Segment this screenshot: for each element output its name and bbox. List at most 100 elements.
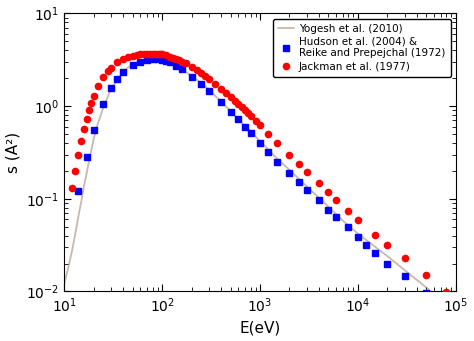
Hudson et al. (2004) &
Reike and Prepejchal (1972)	[155, 57, 160, 61]
Jackman et al. (1977)	[167, 55, 173, 59]
Hudson et al. (2004) &
Reike and Prepejchal (1972)	[316, 198, 322, 203]
Yogesh et al. (2010)	[137, 59, 143, 63]
Hudson et al. (2004) &
Reike and Prepejchal (1972)	[236, 117, 241, 121]
Jackman et al. (1977)	[265, 132, 271, 136]
Yogesh et al. (2010)	[326, 205, 331, 209]
Yogesh et al. (2010)	[155, 57, 160, 61]
Yogesh et al. (2010)	[61, 282, 67, 286]
Hudson et al. (2004) &
Reike and Prepejchal (1972)	[296, 180, 302, 184]
Hudson et al. (2004) &
Reike and Prepejchal (1972)	[108, 86, 114, 90]
Yogesh et al. (2010)	[167, 60, 173, 64]
Hudson et al. (2004) &
Reike and Prepejchal (1972)	[91, 128, 97, 132]
Yogesh et al. (2010)	[76, 214, 82, 218]
Yogesh et al. (2010)	[120, 70, 126, 74]
Jackman et al. (1977)	[453, 299, 459, 303]
Jackman et al. (1977)	[100, 75, 106, 79]
Yogesh et al. (2010)	[242, 124, 248, 128]
Yogesh et al. (2010)	[86, 158, 92, 162]
Yogesh et al. (2010)	[84, 171, 90, 175]
Hudson et al. (2004) &
Reike and Prepejchal (1972)	[189, 75, 194, 79]
Hudson et al. (2004) &
Reike and Prepejchal (1972)	[179, 67, 185, 71]
Yogesh et al. (2010)	[73, 232, 78, 236]
Hudson et al. (2004) &
Reike and Prepejchal (1972)	[247, 131, 253, 135]
Hudson et al. (2004) &
Reike and Prepejchal (1972)	[137, 60, 143, 64]
Yogesh et al. (2010)	[218, 100, 224, 104]
Hudson et al. (2004) &
Reike and Prepejchal (1972)	[115, 77, 120, 81]
Line: Hudson et al. (2004) &
Reike and Prepejchal (1972): Hudson et al. (2004) & Reike and Prepejc…	[75, 56, 459, 318]
Yogesh et al. (2010)	[89, 147, 94, 151]
Yogesh et al. (2010)	[257, 139, 263, 143]
Yogesh et al. (2010)	[69, 249, 75, 253]
Hudson et al. (2004) &
Reike and Prepejchal (1972)	[198, 82, 204, 86]
Y-axis label: s (A²): s (A²)	[6, 132, 20, 173]
Hudson et al. (2004) &
Reike and Prepejchal (1972)	[218, 100, 224, 104]
Hudson et al. (2004) &
Reike and Prepejchal (1972)	[287, 171, 292, 175]
Yogesh et al. (2010)	[105, 94, 111, 98]
Hudson et al. (2004) &
Reike and Prepejchal (1972)	[150, 57, 155, 61]
Hudson et al. (2004) &
Reike and Prepejchal (1972)	[274, 160, 280, 164]
Hudson et al. (2004) &
Reike and Prepejchal (1972)	[384, 262, 390, 266]
Yogesh et al. (2010)	[125, 65, 131, 70]
Yogesh et al. (2010)	[100, 106, 106, 110]
Hudson et al. (2004) &
Reike and Prepejchal (1972)	[206, 89, 211, 93]
Hudson et al. (2004) &
Reike and Prepejchal (1972)	[167, 60, 173, 64]
Yogesh et al. (2010)	[423, 285, 429, 290]
Yogesh et al. (2010)	[95, 122, 100, 126]
Yogesh et al. (2010)	[150, 57, 155, 61]
Yogesh et al. (2010)	[176, 65, 182, 70]
Hudson et al. (2004) &
Reike and Prepejchal (1972)	[326, 208, 331, 212]
Yogesh et al. (2010)	[144, 57, 150, 61]
Yogesh et al. (2010)	[91, 137, 97, 141]
Hudson et al. (2004) &
Reike and Prepejchal (1972)	[402, 275, 408, 279]
Hudson et al. (2004) &
Reike and Prepejchal (1972)	[423, 292, 429, 296]
Jackman et al. (1977)	[176, 58, 182, 62]
Hudson et al. (2004) &
Reike and Prepejchal (1972)	[363, 242, 368, 247]
Yogesh et al. (2010)	[355, 232, 361, 236]
Yogesh et al. (2010)	[189, 74, 194, 78]
Yogesh et al. (2010)	[340, 219, 346, 223]
Yogesh et al. (2010)	[384, 254, 390, 258]
Hudson et al. (2004) &
Reike and Prepejchal (1972)	[346, 225, 351, 229]
Jackman et al. (1977)	[69, 186, 75, 190]
Yogesh et al. (2010)	[206, 88, 211, 92]
Yogesh et al. (2010)	[287, 168, 292, 172]
Line: Yogesh et al. (2010): Yogesh et al. (2010)	[64, 59, 456, 312]
Yogesh et al. (2010)	[159, 58, 165, 62]
Hudson et al. (2004) &
Reike and Prepejchal (1972)	[355, 235, 361, 239]
Yogesh et al. (2010)	[228, 109, 233, 113]
Line: Jackman et al. (1977): Jackman et al. (1977)	[69, 50, 459, 305]
Hudson et al. (2004) &
Reike and Prepejchal (1972)	[257, 141, 263, 145]
Hudson et al. (2004) &
Reike and Prepejchal (1972)	[453, 313, 459, 317]
X-axis label: E(eV): E(eV)	[239, 321, 281, 336]
Hudson et al. (2004) &
Reike and Prepejchal (1972)	[76, 189, 82, 193]
Jackman et al. (1977)	[91, 94, 97, 98]
Hudson et al. (2004) &
Reike and Prepejchal (1972)	[163, 59, 169, 63]
Hudson et al. (2004) &
Reike and Prepejchal (1972)	[120, 70, 126, 74]
Hudson et al. (2004) &
Reike and Prepejchal (1972)	[173, 64, 179, 68]
Hudson et al. (2004) &
Reike and Prepejchal (1972)	[265, 150, 271, 154]
Yogesh et al. (2010)	[130, 62, 136, 66]
Hudson et al. (2004) &
Reike and Prepejchal (1972)	[444, 307, 449, 311]
Hudson et al. (2004) &
Reike and Prepejchal (1972)	[372, 251, 378, 255]
Yogesh et al. (2010)	[82, 183, 87, 187]
Hudson et al. (2004) &
Reike and Prepejchal (1972)	[242, 124, 248, 129]
Hudson et al. (2004) &
Reike and Prepejchal (1972)	[159, 58, 165, 62]
Yogesh et al. (2010)	[304, 184, 310, 189]
Hudson et al. (2004) &
Reike and Prepejchal (1972)	[84, 155, 90, 159]
Yogesh et al. (2010)	[115, 77, 120, 81]
Yogesh et al. (2010)	[65, 266, 71, 270]
Yogesh et al. (2010)	[453, 310, 459, 314]
Legend: Yogesh et al. (2010), Hudson et al. (2004) &
Reike and Prepejchal (1972), Jackma: Yogesh et al. (2010), Hudson et al. (200…	[273, 18, 451, 77]
Hudson et al. (2004) &
Reike and Prepejchal (1972)	[333, 214, 339, 219]
Hudson et al. (2004) &
Reike and Prepejchal (1972)	[228, 109, 233, 114]
Yogesh et al. (2010)	[79, 199, 84, 203]
Yogesh et al. (2010)	[198, 81, 204, 85]
Hudson et al. (2004) &
Reike and Prepejchal (1972)	[144, 58, 150, 62]
Yogesh et al. (2010)	[274, 157, 280, 161]
Yogesh et al. (2010)	[108, 88, 114, 92]
Hudson et al. (2004) &
Reike and Prepejchal (1972)	[130, 63, 136, 67]
Hudson et al. (2004) &
Reike and Prepejchal (1972)	[100, 102, 106, 106]
Hudson et al. (2004) &
Reike and Prepejchal (1972)	[304, 188, 310, 192]
Jackman et al. (1977)	[384, 242, 390, 247]
Jackman et al. (1977)	[147, 51, 153, 56]
